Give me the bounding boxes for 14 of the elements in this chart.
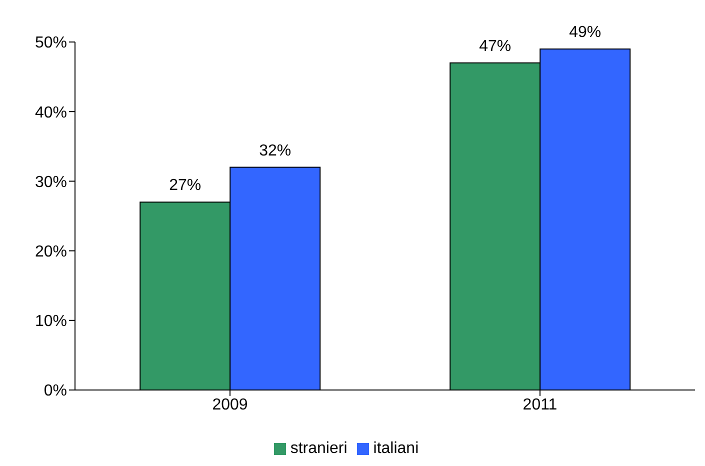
x-tick-label: 2009	[212, 396, 248, 414]
x-tick-label: 2011	[522, 396, 558, 414]
legend-label: italiani	[373, 440, 419, 457]
y-tick-label: 0%	[44, 382, 67, 400]
y-tick-label: 10%	[34, 313, 67, 330]
y-tick-label: 50%	[34, 34, 67, 52]
legend-label: stranieri	[290, 440, 348, 457]
data-label: 47%	[479, 38, 512, 55]
y-tick-label: 40%	[34, 104, 67, 122]
data-label: 27%	[169, 177, 202, 194]
data-label: 32%	[259, 142, 292, 160]
y-tick-label: 30%	[34, 174, 67, 191]
data-label: 49%	[569, 24, 602, 41]
y-tick-label: 20%	[34, 243, 67, 260]
